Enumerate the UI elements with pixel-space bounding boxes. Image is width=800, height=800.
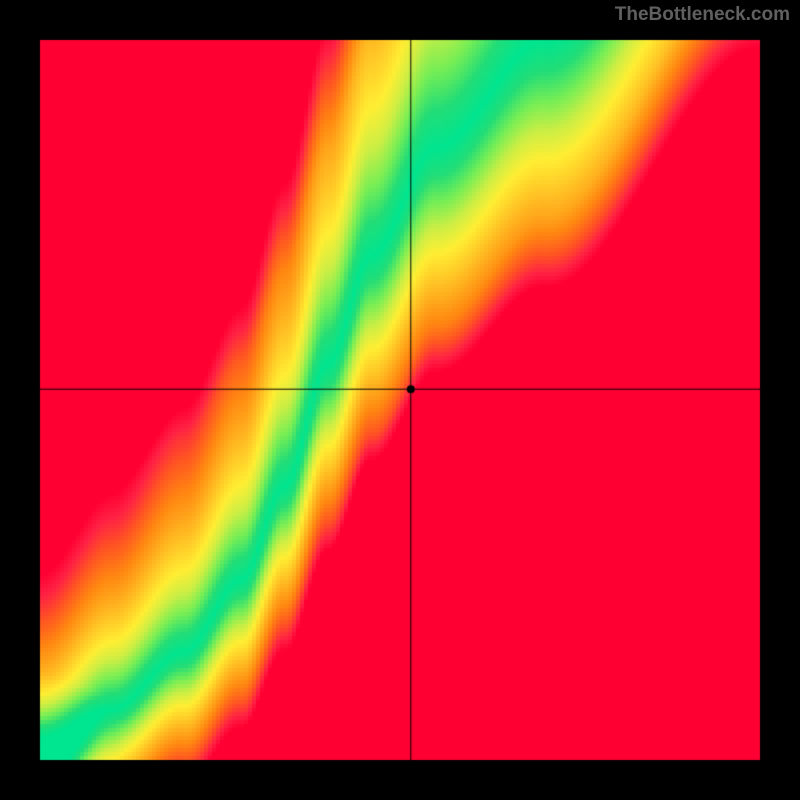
chart-container: TheBottleneck.com (0, 0, 800, 800)
heatmap-canvas (0, 0, 800, 800)
watermark-text: TheBottleneck.com (615, 4, 790, 26)
